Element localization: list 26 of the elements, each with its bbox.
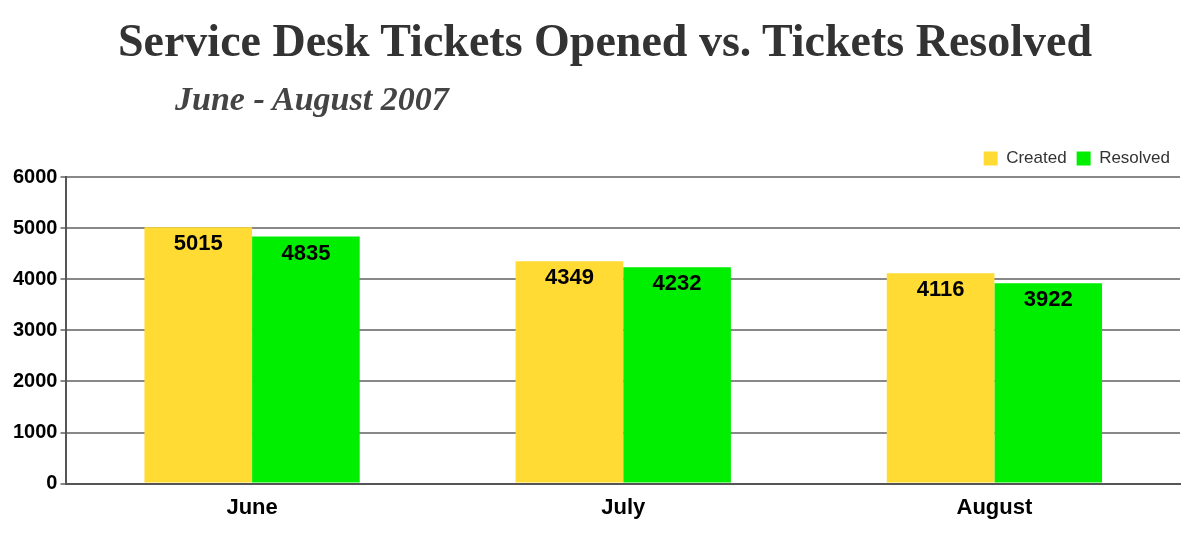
data-label: 4116 <box>916 276 965 302</box>
chart-title: Service Desk Tickets Opened vs. Tickets Resolved <box>116 14 1094 67</box>
bar <box>623 267 731 483</box>
y-tick-label: 1000 <box>12 420 58 443</box>
bar <box>144 227 253 483</box>
data-label: 3922 <box>1023 286 1073 312</box>
y-tick-label: 0 <box>46 471 58 494</box>
data-label: 4835 <box>281 239 331 265</box>
y-tick-label: 3000 <box>12 317 58 340</box>
x-tick-label: July <box>601 493 647 519</box>
chart-subtitle: June - August 2007 <box>175 80 449 118</box>
data-label: 5015 <box>173 230 223 256</box>
y-tick-label: 4000 <box>12 266 58 289</box>
data-label: 4232 <box>652 270 702 296</box>
bar <box>886 273 995 483</box>
x-tick-label: August <box>956 493 1033 519</box>
x-tick-label: June <box>226 493 278 519</box>
y-tick-label: 5000 <box>12 215 58 238</box>
y-tick-label: 6000 <box>12 164 58 187</box>
legend-label: Resolved <box>1099 148 1170 168</box>
legend-label: Created <box>1006 148 1067 168</box>
y-tick-label: 2000 <box>12 368 58 391</box>
data-label: 4349 <box>544 264 594 290</box>
bar <box>994 283 1103 483</box>
bar <box>252 236 360 483</box>
bar <box>515 261 624 483</box>
